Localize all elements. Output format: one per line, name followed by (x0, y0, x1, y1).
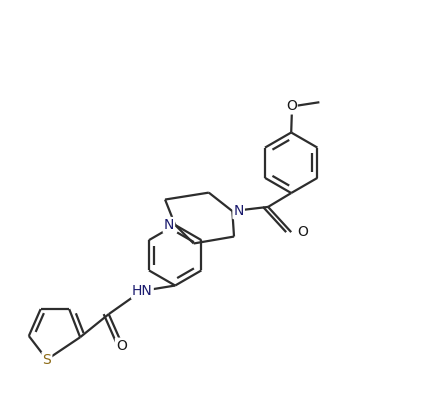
Text: S: S (43, 353, 51, 366)
Text: O: O (297, 225, 308, 239)
Text: N: N (233, 204, 244, 218)
Text: HN: HN (132, 284, 153, 298)
Text: O: O (116, 339, 127, 353)
Text: N: N (164, 218, 174, 232)
Text: O: O (286, 99, 296, 114)
